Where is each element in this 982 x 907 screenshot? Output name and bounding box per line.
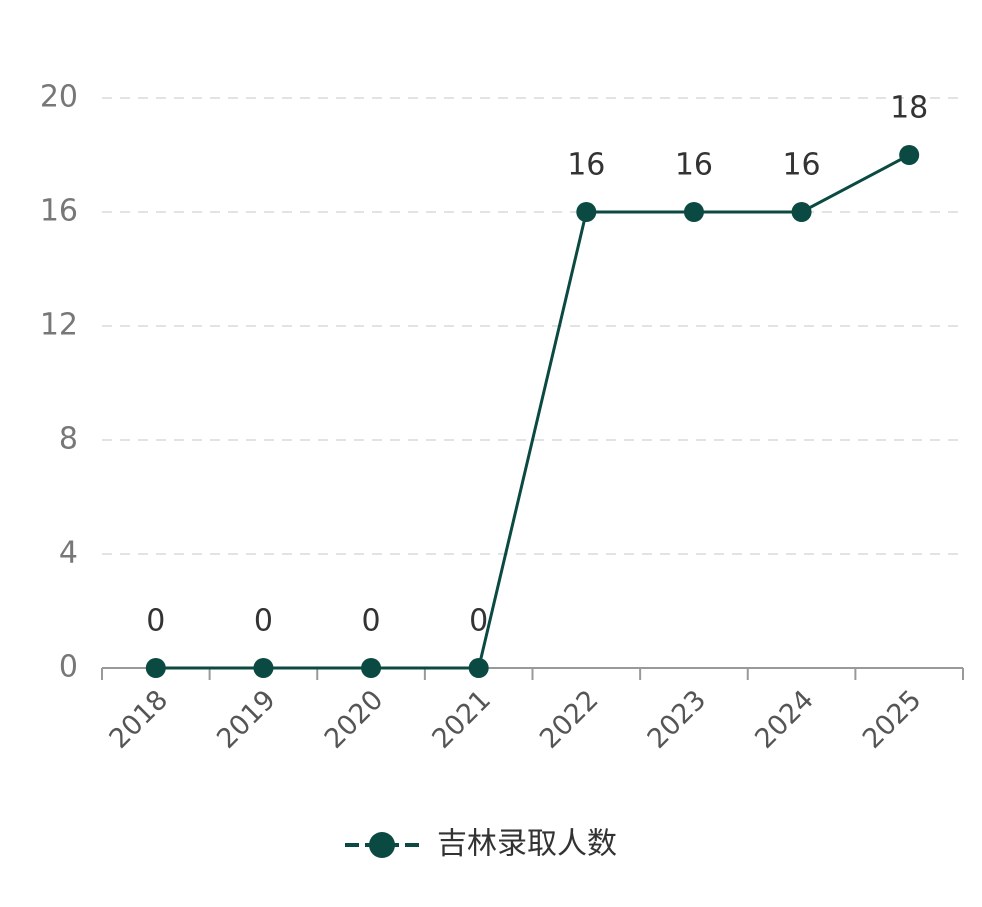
y-tick-label: 12 [40, 308, 78, 343]
y-tick-label: 8 [59, 422, 78, 457]
legend-label: 吉林录取人数 [437, 827, 617, 862]
point [468, 658, 489, 678]
point [899, 145, 920, 165]
value-label: 0 [146, 604, 165, 639]
value-label: 16 [782, 148, 820, 183]
point [361, 658, 382, 678]
legend-marker [369, 832, 395, 858]
point [145, 658, 166, 678]
value-label: 16 [567, 148, 605, 183]
value-label: 0 [254, 604, 273, 639]
point [253, 658, 274, 678]
value-label: 0 [469, 604, 488, 639]
point [576, 202, 597, 222]
line [155, 153, 910, 670]
point [791, 202, 812, 222]
y-tick-label: 4 [59, 536, 78, 571]
point [683, 202, 704, 222]
y-tick-label: 20 [40, 80, 78, 115]
value-label: 16 [675, 148, 713, 183]
value-label: 18 [890, 91, 928, 126]
y-tick-label: 16 [40, 194, 78, 229]
y-tick-label: 0 [59, 650, 78, 685]
value-label: 0 [362, 604, 381, 639]
